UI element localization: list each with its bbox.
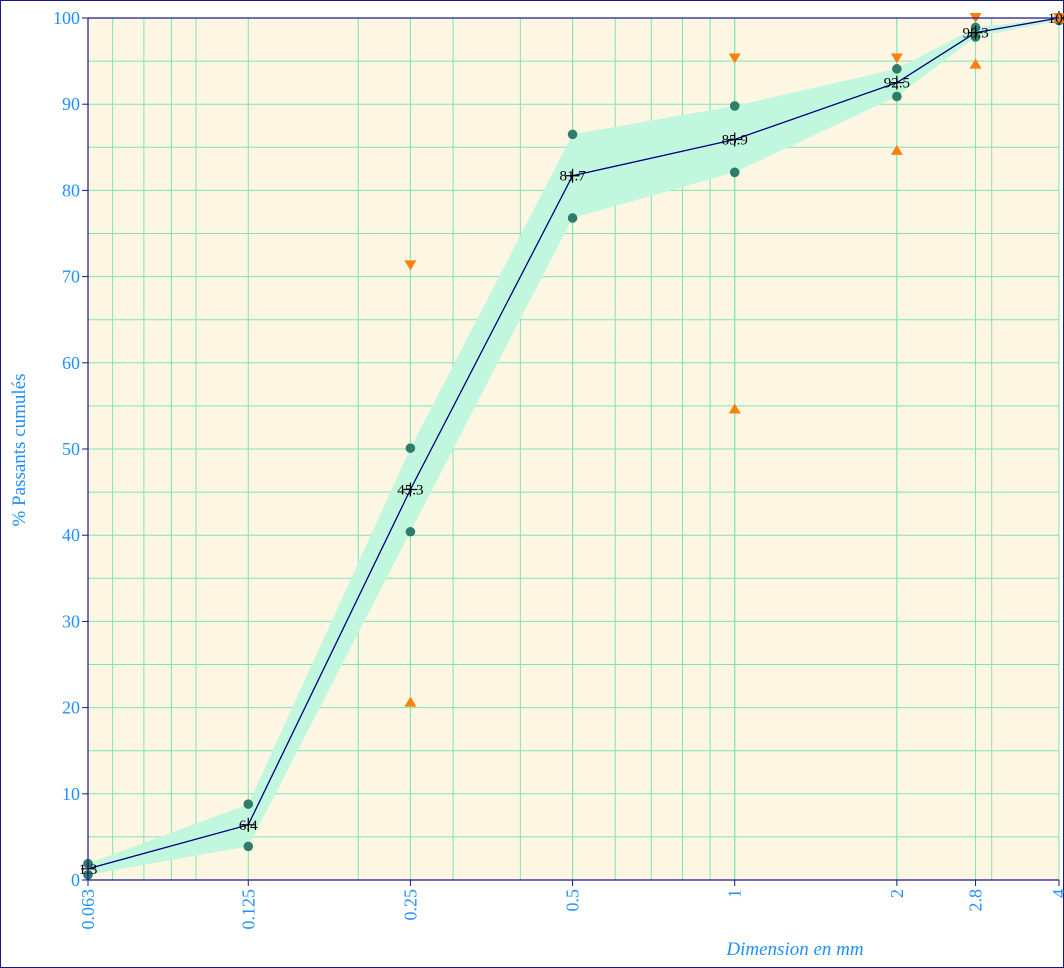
data-label: 81.7 bbox=[559, 169, 586, 185]
y-tick-label: 30 bbox=[62, 611, 80, 631]
y-tick-label: 20 bbox=[62, 698, 80, 718]
envelope-lower-point bbox=[243, 841, 254, 852]
envelope-upper-point bbox=[243, 799, 254, 809]
y-tick-label: 70 bbox=[62, 267, 80, 287]
x-tick-label: 0.125 bbox=[238, 889, 258, 930]
series-point bbox=[241, 817, 256, 832]
upper-limit-marker bbox=[890, 53, 903, 64]
y-tick-label: 40 bbox=[62, 525, 80, 545]
x-tick-label: 0.5 bbox=[563, 889, 583, 912]
x-axis-title: Dimension en mm bbox=[725, 939, 863, 960]
x-tick-label: 1 bbox=[725, 889, 745, 898]
y-tick-label: 80 bbox=[62, 180, 80, 200]
data-label: 98.3 bbox=[962, 26, 988, 42]
data-label: 45.3 bbox=[397, 483, 423, 499]
y-tick-label: 0 bbox=[71, 870, 80, 890]
y-tick-label: 100 bbox=[53, 8, 80, 28]
x-tick-label: 4 bbox=[1049, 889, 1064, 898]
data-label: 6.4 bbox=[239, 818, 258, 834]
series-point bbox=[968, 25, 983, 40]
upper-limit-marker bbox=[404, 260, 417, 271]
envelope-lower-point bbox=[892, 91, 902, 102]
lower-limit-marker bbox=[969, 58, 982, 69]
x-tick-label: 0.063 bbox=[78, 889, 98, 930]
lower-limit-marker bbox=[890, 144, 903, 155]
data-label: 92.5 bbox=[884, 76, 910, 92]
series-point bbox=[727, 132, 742, 147]
data-label: 85.9 bbox=[722, 133, 748, 149]
envelope-upper-point bbox=[729, 101, 740, 111]
series-line bbox=[87, 17, 1060, 870]
series-point bbox=[403, 482, 418, 497]
envelope-lower-point bbox=[405, 526, 416, 537]
data-label: 100 bbox=[1048, 11, 1064, 27]
envelope-lower-point bbox=[729, 167, 740, 178]
x-tick-label: 0.25 bbox=[400, 889, 420, 921]
envelope-upper-point bbox=[405, 443, 416, 453]
y-tick-label: 90 bbox=[62, 94, 80, 114]
series-point bbox=[565, 168, 580, 183]
series-point bbox=[889, 75, 904, 90]
y-axis-title: % Passants cumulés bbox=[9, 373, 30, 526]
lower-limit-marker bbox=[404, 696, 417, 707]
y-tick-label: 60 bbox=[62, 353, 80, 373]
envelope-lower-point bbox=[567, 213, 578, 223]
y-tick-label: 10 bbox=[62, 784, 80, 804]
envelope-upper-point bbox=[892, 64, 902, 74]
upper-limit-marker bbox=[728, 53, 741, 64]
y-tick-label: 50 bbox=[62, 439, 80, 459]
lower-limit-marker bbox=[728, 403, 741, 414]
x-tick-label: 2 bbox=[887, 889, 907, 898]
x-tick-label: 2.8 bbox=[966, 889, 986, 912]
envelope-upper-point bbox=[567, 129, 578, 140]
envelope-band bbox=[88, 18, 1059, 875]
